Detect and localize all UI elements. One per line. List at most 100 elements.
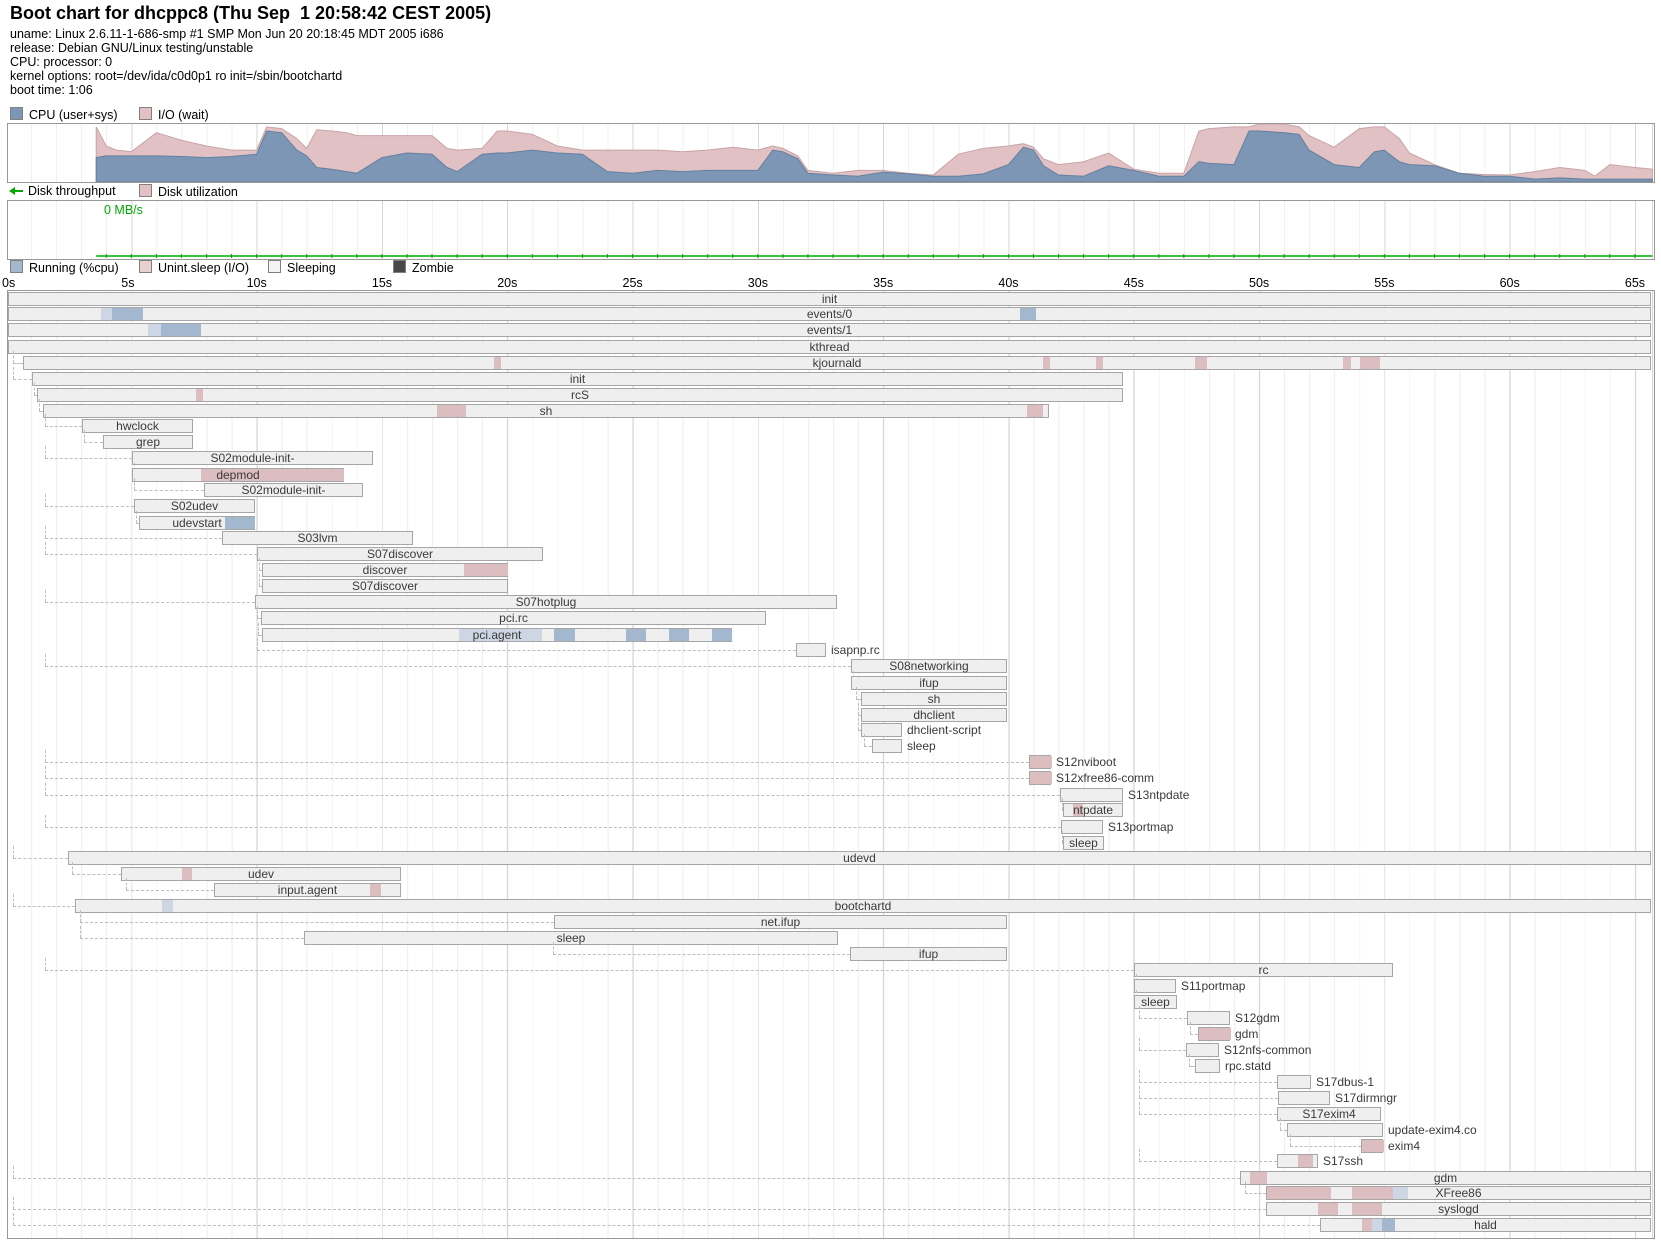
io-wait-segment: [1030, 756, 1052, 768]
process-label: kjournald: [812, 356, 862, 370]
tree-connector-line: [45, 602, 255, 603]
process-bar-sleep: [872, 739, 902, 753]
tree-connector-elbow: [259, 574, 260, 586]
tree-connector-line: [1062, 810, 1063, 811]
running-segment: [225, 517, 255, 529]
process-bar-rcs: [37, 388, 1123, 402]
tree-connector-line: [257, 650, 796, 651]
tree-connector-line: [13, 1225, 1320, 1226]
process-label: sleep: [556, 931, 586, 945]
process-label: S11portmap: [1181, 979, 1246, 993]
process-bar-ifup: [850, 947, 1007, 961]
process-legend: Running (%cpu) Unint.sleep (I/O) Sleepin…: [10, 260, 454, 275]
process-label: update-exim4.co: [1388, 1123, 1477, 1137]
tree-connector-line: [864, 746, 872, 747]
tree-connector-elbow: [1139, 1070, 1140, 1082]
disk-line-plot: [96, 254, 1653, 258]
tree-connector-line: [45, 795, 1060, 796]
axis-tick-label: 50s: [1249, 276, 1270, 290]
process-bar-gdm: [1240, 1171, 1651, 1185]
process-label: sh: [539, 404, 553, 418]
process-label: init: [821, 292, 838, 306]
tree-connector-line: [1189, 1066, 1195, 1067]
process-bar-s13ntpdate: [1060, 788, 1123, 802]
process-label: S12gdm: [1235, 1011, 1280, 1025]
io-wait-segment: [196, 389, 203, 401]
tree-connector-line: [126, 890, 214, 891]
process-bar-pci-rc: [261, 611, 766, 625]
process-label: S07discover: [351, 579, 419, 593]
cpu-legend-item: CPU (user+sys): [10, 107, 118, 122]
process-label: udevstart: [172, 516, 222, 530]
process-label: S17exim4: [1302, 1107, 1356, 1121]
process-label: discover: [362, 563, 408, 577]
process-bar-syslogd: [1266, 1202, 1651, 1216]
tree-connector-line: [1139, 1018, 1187, 1019]
tree-connector-elbow: [45, 414, 46, 426]
process-label: S17ssh: [1323, 1154, 1364, 1168]
process-bar-update-exim4-co: [1287, 1123, 1383, 1137]
disk-chart: 0 MB/s: [7, 200, 1655, 260]
cpu-area-plot: [95, 124, 1653, 182]
tree-connector-line: [858, 730, 861, 731]
running-segment: [1382, 1219, 1395, 1231]
io-wait-segment: [1360, 357, 1380, 369]
tree-connector-elbow: [13, 1213, 14, 1225]
process-label: XFree86: [1435, 1186, 1482, 1200]
io-wait-segment: [1250, 1172, 1267, 1184]
process-label: S12xfree86-comm: [1056, 771, 1155, 785]
disk-throughput-label: Disk throughput: [28, 184, 116, 198]
process-bar-bootchartd: [75, 899, 1651, 913]
tree-connector-elbow: [1280, 1118, 1281, 1130]
tree-connector-elbow: [257, 638, 258, 650]
tree-connector-elbow: [1062, 831, 1063, 843]
tree-connector-elbow: [45, 750, 46, 762]
process-label: dhclient-script: [907, 723, 982, 737]
uname-line: uname: Linux 2.6.11-1-686-smp #1 SMP Mon…: [10, 27, 444, 41]
running-segment: [1020, 308, 1036, 320]
process-bar-s02module-init-: [204, 483, 363, 497]
io-legend-item: I/O (wait): [139, 107, 209, 122]
tree-connector-line: [134, 490, 204, 491]
tree-connector-elbow: [80, 926, 81, 938]
process-bar-sh: [861, 692, 1007, 706]
process-label: isapnp.rc: [831, 643, 880, 657]
axis-tick-label: 40s: [998, 276, 1019, 290]
io-wait-segment: [1199, 1028, 1231, 1040]
process-label: S17dbus-1: [1316, 1075, 1375, 1089]
running-segment: [162, 900, 173, 912]
tree-connector-line: [1139, 1161, 1277, 1162]
tree-connector-elbow: [136, 511, 137, 523]
tree-connector-line: [45, 762, 1029, 763]
tree-connector-elbow: [856, 687, 857, 699]
process-label: ifup: [919, 676, 939, 690]
process-bar-rc: [1134, 963, 1393, 977]
tree-connector-line: [258, 635, 262, 636]
process-label: S12nviboot: [1056, 755, 1117, 769]
tree-connector-elbow: [45, 958, 46, 970]
running-segment: [161, 324, 201, 336]
tree-connector-elbow: [1190, 1022, 1191, 1034]
io-wait-segment: [1318, 1203, 1338, 1215]
process-label: ntpdate: [1072, 803, 1114, 817]
tree-connector-line: [1139, 1114, 1277, 1115]
process-bar-s08networking: [851, 659, 1007, 673]
process-bar-dhclient-script: [861, 723, 902, 737]
tree-connector-line: [1139, 1098, 1278, 1099]
tree-connector-elbow: [45, 783, 46, 795]
io-wait-segment: [182, 868, 192, 880]
tree-connector-line: [13, 1209, 1266, 1210]
tree-connector-elbow: [258, 623, 259, 635]
running-segment: [459, 629, 542, 641]
tree-connector-elbow: [45, 494, 46, 506]
unint-sleep-legend-item: Unint.sleep (I/O): [139, 260, 249, 275]
process-chart: init events/0 events/1 kthread kjournald init…: [7, 290, 1655, 1239]
process-bar-sleep: [1063, 836, 1104, 850]
tree-connector-elbow: [45, 590, 46, 602]
io-swatch-icon: [139, 107, 152, 120]
running-swatch-icon: [10, 260, 23, 273]
io-wait-segment: [1096, 357, 1103, 369]
process-label: hwclock: [116, 419, 159, 433]
process-bar-gdm: [1198, 1027, 1231, 1041]
process-bar-grep: [103, 435, 193, 449]
